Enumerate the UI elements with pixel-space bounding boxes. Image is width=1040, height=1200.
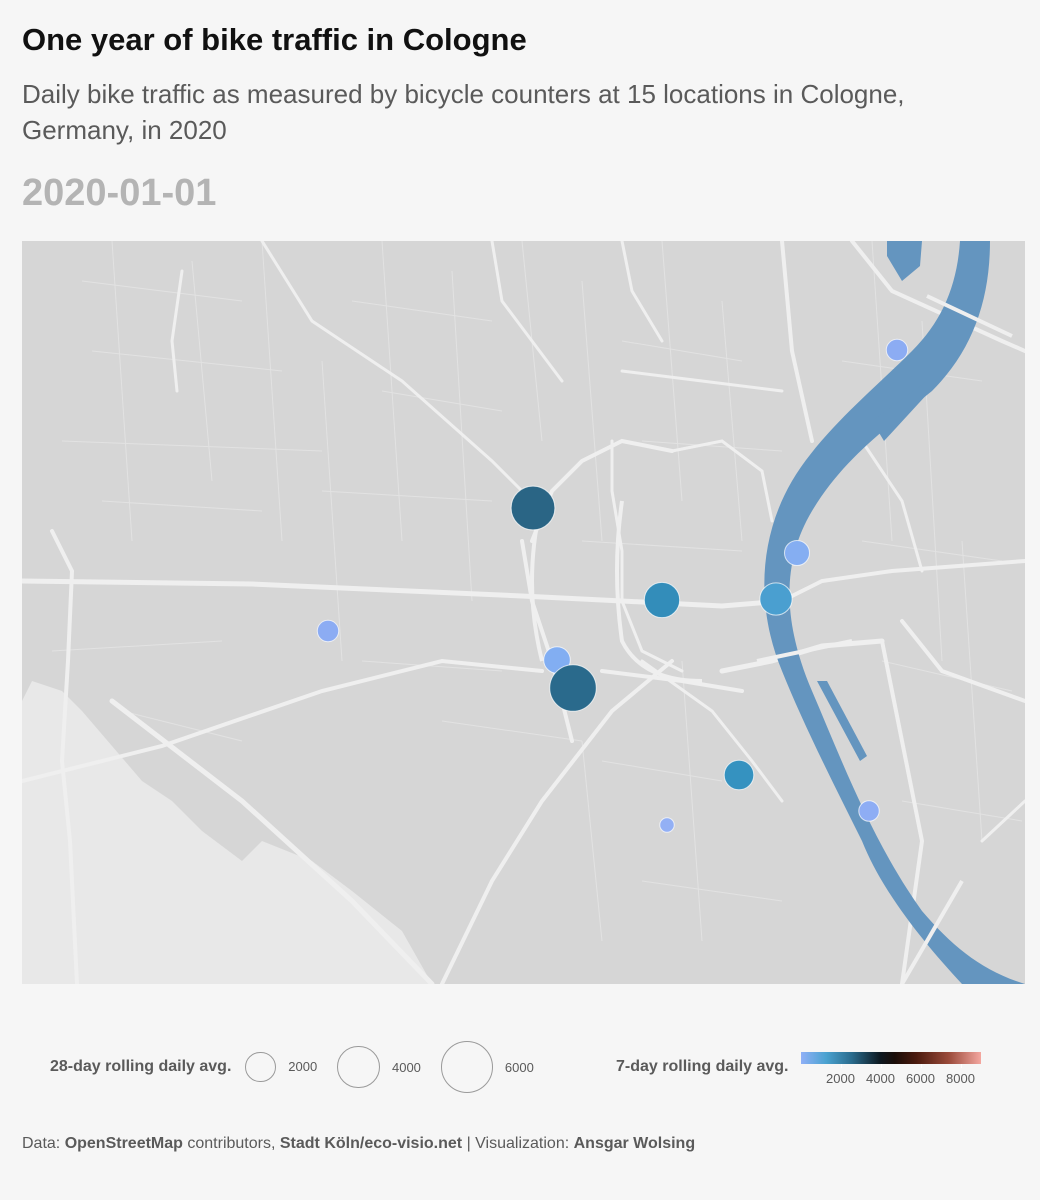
minor-streets [51, 241, 1023, 942]
color-legend: 7-day rolling daily avg. 2000 4000 6000 800… [616, 1040, 981, 1094]
map-canvas [22, 241, 1025, 984]
caption-author: Ansgar Wolsing [573, 1135, 696, 1152]
caption-mid2: | Visualization: [462, 1135, 574, 1152]
size-legend: 28-day rolling daily avg. 2000 4000 6000 [50, 1040, 540, 1094]
size-legend-circle [337, 1045, 380, 1089]
size-legend-circle [440, 1041, 493, 1093]
source-caption: Data: OpenStreetMap contributors, Stadt … [22, 1135, 695, 1153]
harbour-north [887, 241, 922, 281]
bike-counter-marker [784, 540, 810, 566]
caption-source-stadt: Stadt Köln/eco-visio.net [279, 1135, 463, 1152]
date-label: 2020-01-01 [22, 172, 217, 214]
color-legend-title: 7-day rolling daily avg. [616, 1058, 789, 1075]
bike-counter-marker [885, 338, 909, 362]
bridges [756, 294, 1013, 984]
size-legend-item: 4000 [337, 1045, 427, 1089]
bike-counter-marker [759, 582, 793, 616]
harbour-deutz [817, 681, 867, 761]
caption-source-osm: OpenStreetMap [64, 1135, 183, 1152]
color-gradient-bar [800, 1052, 981, 1064]
color-tick [880, 1064, 882, 1068]
size-legend-value: 2000 [288, 1059, 318, 1075]
bike-counter-marker [858, 800, 880, 822]
size-legend-item: 6000 [440, 1041, 540, 1093]
rhine-river [764, 241, 1025, 984]
bike-counter-marker [723, 759, 755, 791]
color-tick-label: 2000 [826, 1071, 855, 1086]
bike-counter-marker [510, 485, 556, 531]
counter-layer [316, 338, 909, 833]
bike-counter-marker [643, 581, 681, 619]
bike-counter-marker [316, 619, 340, 643]
color-tick-label: 4000 [866, 1071, 895, 1086]
inner-ring [615, 500, 703, 683]
chart-subtitle: Daily bike traffic as measured by bicycl… [22, 79, 905, 145]
bike-counter-marker [549, 664, 597, 712]
size-legend-value: 6000 [504, 1059, 534, 1075]
color-tick [840, 1064, 842, 1068]
bike-counter-marker [659, 817, 675, 833]
caption-mid1: contributors, [182, 1135, 280, 1152]
color-tick [960, 1064, 962, 1068]
size-legend-value: 4000 [391, 1059, 421, 1075]
open-area [22, 681, 432, 984]
caption-prefix: Data: [22, 1135, 65, 1152]
color-tick-label: 8000 [946, 1071, 975, 1086]
color-scale: 2000 4000 6000 8000 [800, 1042, 981, 1092]
cologne-map [22, 241, 1025, 984]
color-tick-label: 6000 [906, 1071, 935, 1086]
color-tick [920, 1064, 922, 1068]
chart-title: One year of bike traffic in Cologne [22, 22, 527, 57]
harbour-mülheim [872, 381, 930, 441]
size-legend-circle [245, 1051, 277, 1083]
size-legend-item: 2000 [245, 1051, 323, 1083]
size-legend-title: 28-day rolling daily avg. [50, 1058, 232, 1075]
